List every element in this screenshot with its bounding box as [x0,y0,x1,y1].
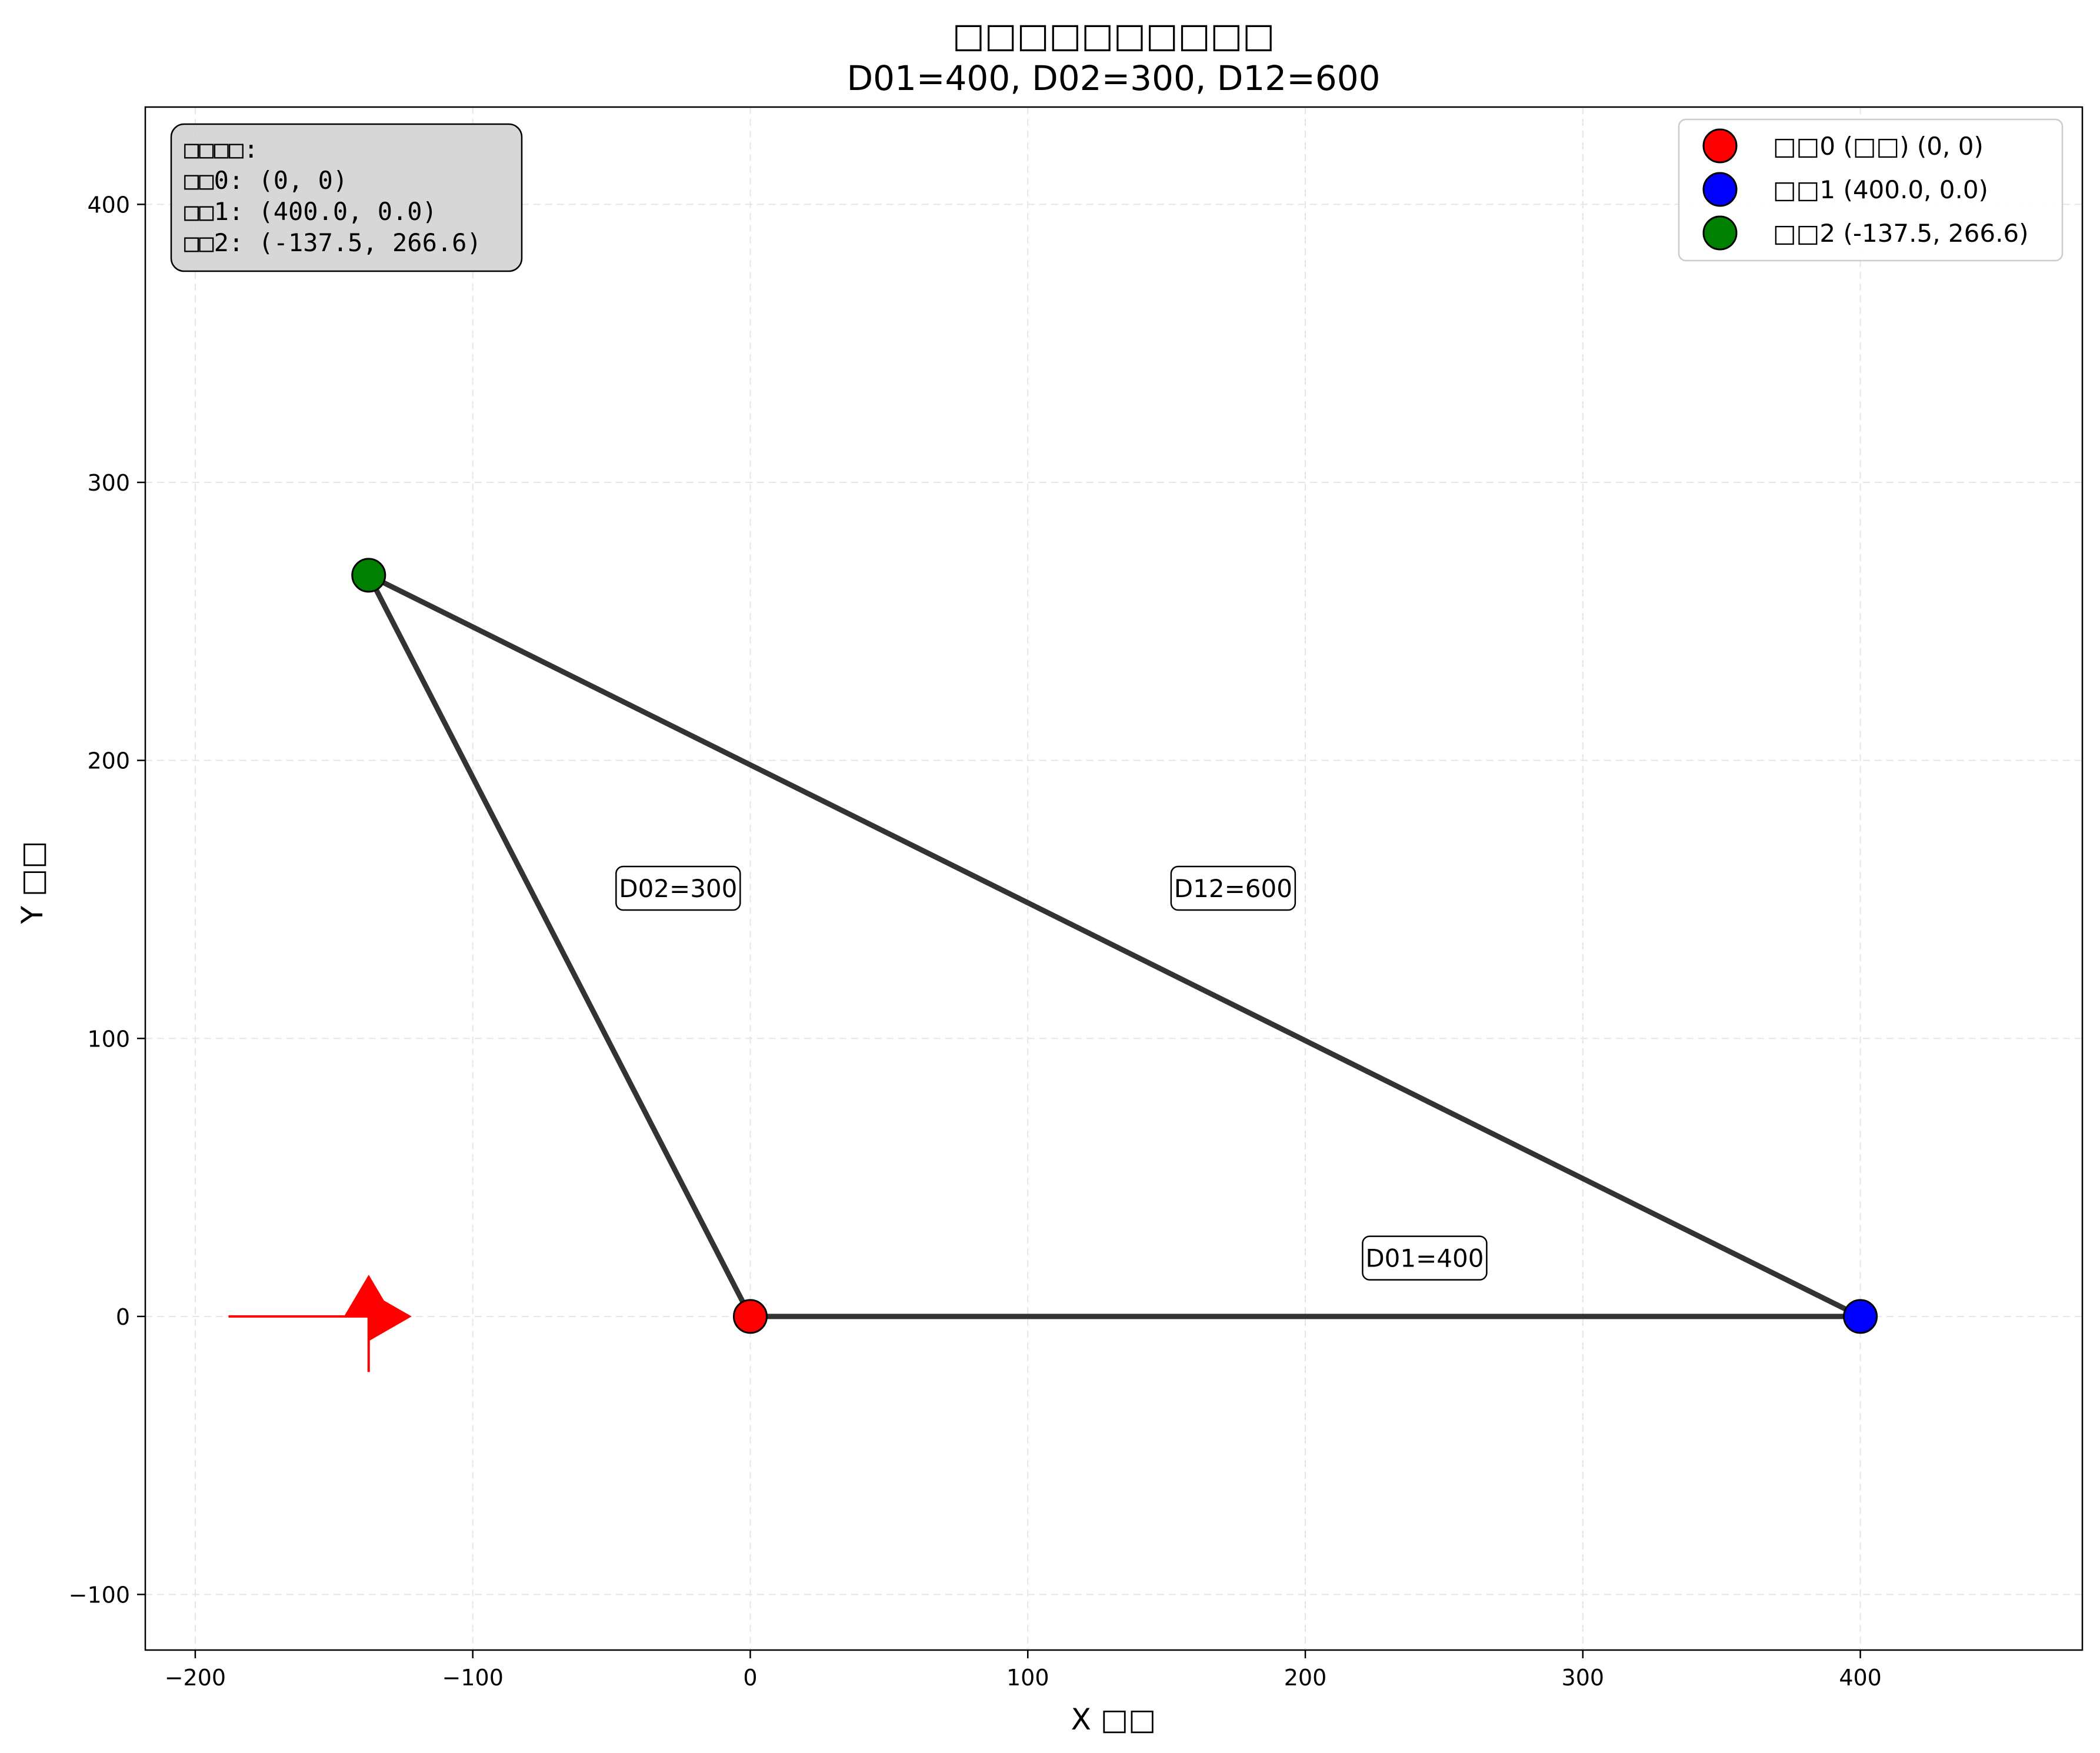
info-box-line: □□0: (0, 0) [184,166,348,195]
legend-marker [1702,172,1738,207]
data-point [732,1299,768,1334]
chart-title: □□□□□□□□□□ [952,15,1275,55]
legend-frame [1678,118,2064,262]
edge-label-box [1170,865,1296,911]
info-box-line: □□□□: [184,135,258,164]
y-tick-label: 100 [87,1026,130,1052]
triangle-edges [366,572,1864,1319]
edge-labels: D01=400 D02=300 D12=600 [615,865,1488,1281]
edge-label-box [615,865,741,911]
x-tick-label: 200 [1284,1665,1327,1691]
y-axis-label: Y □□ [15,841,49,925]
y-tick-label: 300 [87,470,130,496]
grid [145,107,2082,1650]
info-box: □□□□: □□0: (0, 0) □□1: (400.0, 0.0) □□2:… [170,123,523,272]
chart-subtitle: D01=400, D02=300, D12=600 [846,58,1380,98]
y-tick-label: −100 [69,1582,130,1608]
y-tick-label: 200 [87,748,130,774]
info-box-background [170,123,523,272]
x-tick-label: −100 [442,1665,504,1691]
edge-label: D02=300 [619,874,737,903]
x-tick-label: −200 [165,1665,226,1691]
y-tick-label: 400 [87,192,130,218]
legend: □□0 (□□) (0, 0) □□1 (400.0, 0.0) □□2 (-137… [1678,118,2064,262]
data-point [1843,1299,1878,1334]
plot-area-frame [144,106,2084,1651]
y-axis-ticks: −100 0 100 200 300 400 [69,192,145,1608]
x-tick-label: 400 [1839,1665,1882,1691]
legend-label: □□0 (□□) (0, 0) [1773,132,1984,161]
edge-line [366,572,753,1319]
x-tick-label: 0 [743,1665,757,1691]
north-arrow-head [344,1274,394,1317]
x-axis-ticks: −200 −100 0 100 200 300 400 [165,1650,1882,1691]
legend-label: □□1 (400.0, 0.0) [1773,175,1988,204]
x-tick-label: 300 [1562,1665,1605,1691]
x-tick-label: 100 [1006,1665,1049,1691]
direction-indicator [228,1274,412,1372]
edge-label: D12=600 [1174,874,1292,903]
data-points [351,558,1878,1334]
legend-marker [1702,215,1738,251]
x-axis-label: X □□ [1071,1702,1156,1737]
data-point [351,558,386,593]
edge-label-box [1362,1235,1488,1281]
legend-marker [1702,128,1738,164]
edge-line [366,572,1864,1319]
legend-label: □□2 (-137.5, 266.6) [1773,219,2029,248]
y-tick-label: 0 [116,1304,130,1330]
info-box-line: □□2: (-137.5, 266.6) [184,228,482,257]
info-box-line: □□1: (400.0, 0.0) [184,197,437,226]
edge-label: D01=400 [1365,1244,1484,1273]
